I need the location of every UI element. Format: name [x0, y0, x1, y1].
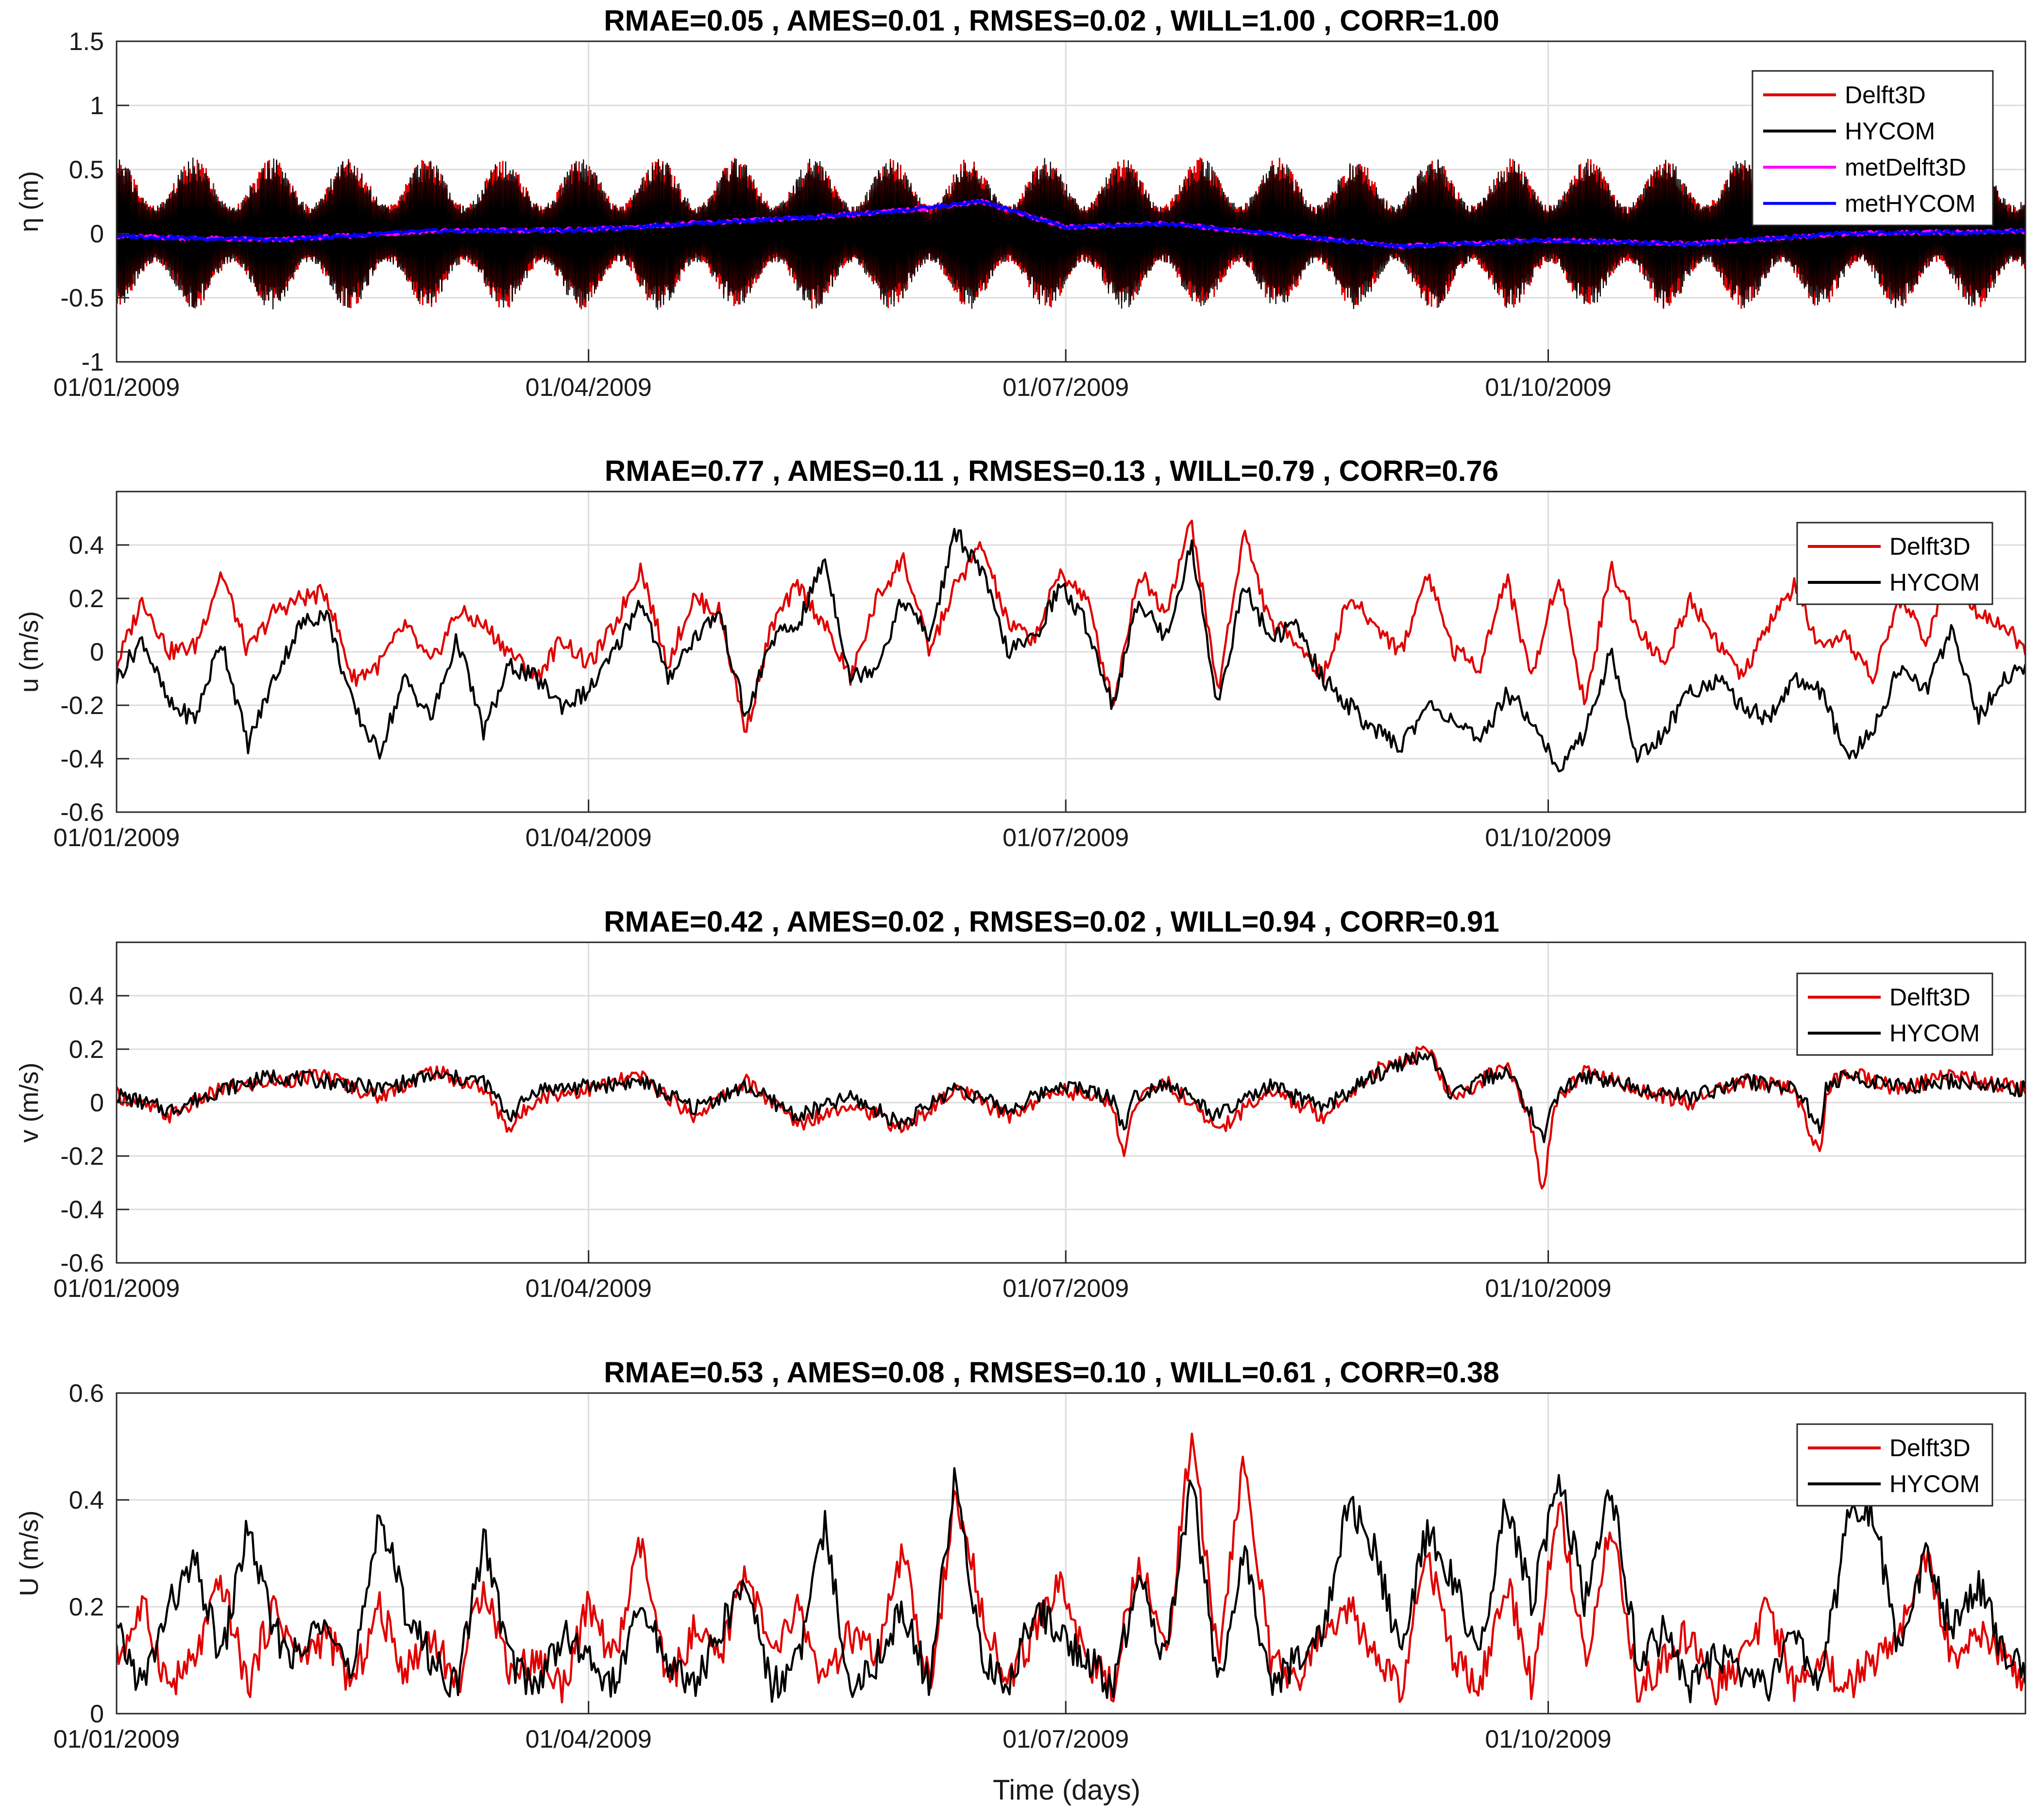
legend-label: metDelft3D — [1845, 153, 1966, 181]
x-tick-label: 01/04/2009 — [526, 1275, 652, 1303]
y-axis-label: v (m/s) — [15, 1063, 44, 1143]
y-tick-label: 0.2 — [69, 585, 104, 613]
y-tick-label: 0 — [90, 220, 104, 248]
series-group — [117, 519, 2025, 773]
legend-label: HYCOM — [1845, 118, 1935, 145]
legend-label: HYCOM — [1889, 1020, 1980, 1047]
x-tick-label: 01/01/2009 — [53, 1725, 180, 1753]
panel-title: RMAE=0.42 , AMES=0.02 , RMSES=0.02 , WIL… — [604, 905, 1499, 938]
x-tick-label: 01/10/2009 — [1485, 1725, 1611, 1753]
y-tick-label: 0.5 — [69, 156, 104, 184]
series-line-delft3d — [117, 1045, 2025, 1190]
y-tick-label: 0.2 — [69, 1593, 104, 1621]
panel-1: -1 -0.5 0 0.5 1 1.5 01/01/2009 01/04/2009 01/07/… — [15, 4, 2026, 402]
series-line-metdelft3d — [117, 198, 2025, 249]
panel-title: RMAE=0.05 , AMES=0.01 , RMSES=0.02 , WIL… — [604, 4, 1499, 37]
x-tick-label: 01/07/2009 — [1003, 374, 1129, 402]
series-group — [117, 1045, 2025, 1190]
x-tick-label: 01/10/2009 — [1485, 1275, 1611, 1303]
y-tick-label: -0.6 — [60, 1249, 104, 1277]
series-line-hycom — [117, 527, 2025, 773]
y-tick-label: 1 — [90, 92, 104, 120]
series-group — [117, 1432, 2025, 1706]
y-tick-label: 0 — [90, 1700, 104, 1728]
y-axis-label: U (m/s) — [15, 1511, 44, 1597]
x-tick-label: 01/01/2009 — [53, 824, 180, 852]
y-axis-label: u (m/s) — [15, 611, 44, 693]
panel-title: RMAE=0.77 , AMES=0.11 , RMSES=0.13 , WIL… — [605, 455, 1498, 487]
legend-box — [1796, 522, 1993, 605]
y-axis-label: η (m) — [15, 171, 44, 232]
legend: Delft3D HYCOM — [1796, 972, 1993, 1056]
x-tick-label: 01/01/2009 — [53, 1275, 180, 1303]
x-tick-label: 01/10/2009 — [1485, 824, 1611, 852]
legend-box — [1796, 1423, 1993, 1507]
y-tick-label: -0.4 — [60, 1196, 104, 1224]
panel-3: -0.6 -0.4 -0.2 0 0.2 0.4 01/01/2009 01/04/2009 0… — [15, 905, 2026, 1303]
y-tick-label: 0.6 — [69, 1379, 104, 1408]
legend-label: Delft3D — [1845, 81, 1926, 108]
y-tick-label: 0.2 — [69, 1036, 104, 1064]
panel-4: 0 0.2 0.4 0.6 01/01/2009 01/04/2009 01/07/2009… — [15, 1356, 2026, 1753]
legend-box — [1796, 972, 1993, 1056]
panel-2: -0.6 -0.4 -0.2 0 0.2 0.4 01/01/2009 01/04/2009 0… — [15, 455, 2026, 852]
y-tick-label: 0.4 — [69, 531, 104, 560]
x-tick-label: 01/01/2009 — [53, 374, 180, 402]
y-tick-label: -0.5 — [60, 284, 104, 312]
panel-title: RMAE=0.53 , AMES=0.08 , RMSES=0.10 , WIL… — [604, 1356, 1499, 1389]
x-tick-label: 01/04/2009 — [526, 374, 652, 402]
legend-label: HYCOM — [1889, 569, 1980, 596]
series-line-delft3d — [117, 1432, 2025, 1706]
y-tick-label: -0.6 — [60, 799, 104, 827]
y-tick-label: -1 — [82, 348, 104, 376]
x-tick-label: 01/10/2009 — [1485, 374, 1611, 402]
y-tick-label: 1.5 — [69, 28, 104, 56]
series-line-hycom — [117, 1051, 2025, 1143]
legend-label: HYCOM — [1889, 1470, 1980, 1497]
axes-box — [116, 40, 2026, 363]
y-tick-label: -0.2 — [60, 692, 104, 720]
x-tick-label: 01/07/2009 — [1003, 1725, 1129, 1753]
x-tick-label: 01/04/2009 — [526, 824, 652, 852]
x-tick-label: 01/07/2009 — [1003, 1275, 1129, 1303]
y-tick-label: -0.4 — [60, 745, 104, 773]
legend: Delft3D HYCOM — [1796, 522, 1993, 605]
series-line-delft3d — [117, 519, 2025, 733]
x-tick-label: 01/07/2009 — [1003, 824, 1129, 852]
y-tick-label: 0.4 — [69, 1486, 104, 1514]
series-group — [117, 157, 2025, 310]
x-tick-label: 01/04/2009 — [526, 1725, 652, 1753]
y-tick-label: 0.4 — [69, 982, 104, 1010]
series-line-methycom — [117, 199, 2025, 250]
y-tick-label: 0 — [90, 638, 104, 666]
y-tick-label: -0.2 — [60, 1142, 104, 1171]
x-axis-label: Time (days) — [993, 1774, 1140, 1806]
series-line-hycom — [117, 1467, 2025, 1703]
legend-label: metHYCOM — [1845, 190, 1975, 217]
legend-label: Delft3D — [1889, 984, 1971, 1011]
y-tick-label: 0 — [90, 1089, 104, 1117]
legend-label: Delft3D — [1889, 533, 1971, 560]
legend-label: Delft3D — [1889, 1434, 1971, 1462]
axes-box — [116, 1392, 2026, 1715]
legend: Delft3D HYCOM metDelft3D metHYCOM — [1751, 70, 1994, 226]
legend: Delft3D HYCOM — [1796, 1423, 1993, 1507]
legend-box — [1751, 70, 1994, 226]
